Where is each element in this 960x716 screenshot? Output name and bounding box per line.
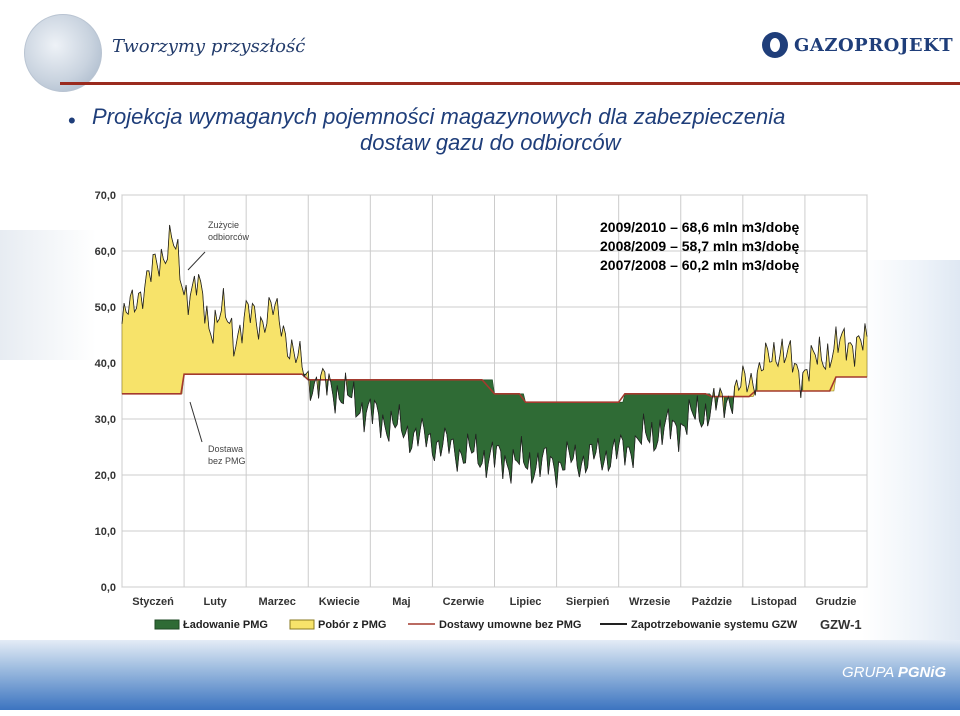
chart-svg: 0,0 10,0 20,0 30,0 40,0 50,0 60,0 70,0 Styczeń Lu…	[95, 190, 868, 632]
globe-icon	[24, 14, 102, 92]
stat-line: 2008/2009 – 58,7 mln m3/dobę	[600, 238, 799, 254]
stat-line: 2007/2008 – 60,2 mln m3/dobę	[600, 257, 799, 273]
legend-code: GZW-1	[820, 617, 862, 632]
legend-label-loading: Ładowanie PMG	[183, 619, 268, 631]
annotation-arrow	[187, 251, 206, 271]
legend-swatch-withdrawal	[289, 619, 315, 630]
y-tick-label: 10,0	[95, 526, 116, 538]
bullet-icon: •	[68, 108, 76, 133]
x-tick-label: Kwiecie	[319, 596, 360, 608]
slide-title: Projekcja wymaganych pojemności magazyno…	[92, 104, 892, 156]
y-tick-label: 50,0	[95, 302, 116, 314]
x-tick-label: Wrzesie	[629, 596, 670, 608]
background-decoration-left	[0, 230, 96, 360]
x-tick-label: Czerwie	[443, 596, 485, 608]
x-tick-label: Styczeń	[132, 596, 174, 608]
background-decoration-bottom	[0, 640, 960, 710]
y-tick-label: 40,0	[95, 358, 116, 370]
background-decoration-right	[862, 260, 960, 640]
annotation-consumption: odbiorców	[208, 232, 250, 242]
x-tick-label: Lipiec	[510, 596, 542, 608]
annotation-arrow	[189, 401, 203, 443]
legend-label-demand: Zapotrzebowanie systemu GZW	[631, 619, 798, 631]
contract-line	[122, 373, 867, 403]
x-tick-label: Pażdzie	[692, 596, 732, 608]
pgnig-logo: GRUPA PGNiG	[842, 664, 947, 681]
annotation-consumption: Zużycie	[208, 220, 239, 230]
title-line-2: dostaw gazu do odbiorców	[360, 130, 621, 155]
title-line-1: Projekcja wymaganych pojemności magazyno…	[92, 104, 786, 129]
legend-swatch-loading	[154, 619, 180, 630]
y-tick-label: 0,0	[101, 582, 116, 594]
x-tick-label: Marzec	[259, 596, 296, 608]
legend-label-contract: Dostawy umowne bez PMG	[439, 619, 581, 631]
chart: 0,0 10,0 20,0 30,0 40,0 50,0 60,0 70,0 Styczeń Lu…	[90, 180, 880, 650]
x-tick-label: Grudzie	[815, 596, 856, 608]
legend-label-withdrawal: Pobór z PMG	[318, 619, 386, 631]
stat-line: 2009/2010 – 68,6 mln m3/dobę	[600, 219, 799, 235]
y-tick-label: 70,0	[95, 190, 116, 202]
y-tick-label: 60,0	[95, 246, 116, 258]
y-tick-label: 20,0	[95, 470, 116, 482]
y-tick-label: 30,0	[95, 414, 116, 426]
company-logo: GAZOPROJEKT	[794, 35, 954, 56]
x-tick-label: Maj	[392, 596, 410, 608]
demand-line	[121, 224, 868, 488]
gazoprojekt-logo-icon	[762, 32, 788, 58]
annotation-delivery: Dostawa	[208, 444, 243, 454]
slogan: Tworzymy przyszłość	[112, 36, 306, 57]
x-tick-label: Luty	[204, 596, 228, 608]
x-tick-label: Listopad	[751, 596, 797, 608]
header	[0, 0, 960, 90]
annotation-delivery: bez PMG	[208, 456, 246, 466]
header-divider	[60, 82, 960, 85]
x-tick-label: Sierpień	[566, 596, 610, 608]
